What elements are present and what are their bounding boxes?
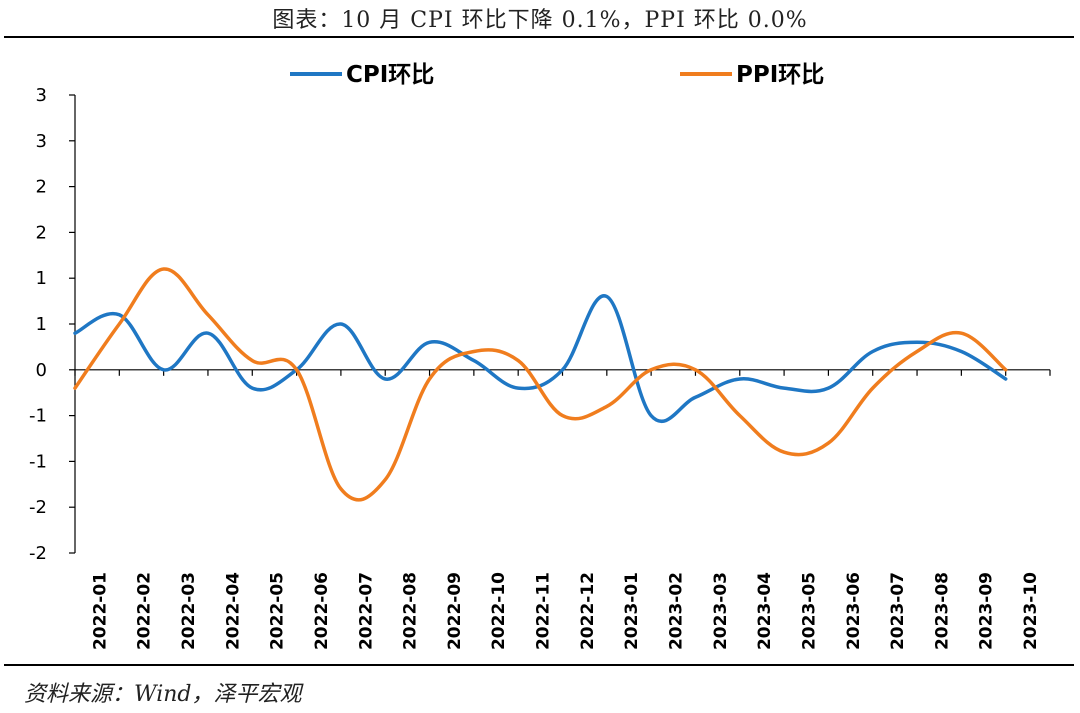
x-tick-label: 2022-06 — [312, 572, 332, 650]
y-tick-label: 0 — [36, 360, 47, 381]
x-tick-label: 2023-04 — [755, 572, 775, 650]
x-tick-label: 2022-02 — [135, 572, 155, 650]
x-tick-label: 2022-09 — [445, 572, 465, 650]
x-tick-label: 2022-12 — [578, 572, 598, 650]
y-tick-label: 3 — [36, 85, 47, 106]
y-tick-label: 2 — [36, 177, 47, 198]
bottom-rule — [4, 664, 1074, 666]
y-tick-label: 1 — [36, 314, 47, 335]
y-tick-label: 2 — [36, 222, 47, 243]
x-tick-label: 2023-10 — [1021, 572, 1041, 650]
x-tick-label: 2023-01 — [622, 572, 642, 650]
y-tick-label: -2 — [29, 543, 47, 564]
x-tick-label: 2023-03 — [711, 572, 731, 650]
x-tick-label: 2022-10 — [489, 572, 509, 650]
y-tick-label: -2 — [29, 497, 47, 518]
x-tick-label: 2022-11 — [534, 572, 554, 650]
x-tick-label: 2023-08 — [932, 572, 952, 650]
x-tick-label: 2023-02 — [667, 572, 687, 650]
x-tick-label: 2022-05 — [268, 572, 288, 650]
x-tick-label: 2023-07 — [888, 572, 908, 650]
series-layer — [73, 267, 1008, 502]
axes: 3 3 2 2 1 1 0 -1 -1 -2 -2 2022-01 2022-02 2022-03 2022… — [29, 85, 1051, 650]
series-line-1 — [73, 267, 1008, 502]
x-tick-label: 2022-08 — [401, 572, 421, 650]
y-tick-label: 3 — [36, 131, 47, 152]
legend: CPI环比 PPI环比 — [290, 62, 824, 88]
x-tick-label: 2022-07 — [356, 572, 376, 650]
chart-title: 图表：10 月 CPI 环比下降 0.1%，PPI 环比 0.0% — [272, 8, 808, 33]
y-tick-label: -1 — [29, 451, 47, 472]
x-tick-label: 2023-09 — [977, 572, 997, 650]
x-tick-label: 2023-05 — [799, 572, 819, 650]
y-tick-label: -1 — [29, 406, 47, 427]
line-chart: CPI环比 PPI环比 3 3 2 2 1 1 0 -1 -1 -2 -2 2022-01 2022-02… — [29, 62, 1051, 650]
legend-label-1: PPI环比 — [736, 62, 824, 88]
y-tick-label: 1 — [36, 268, 47, 289]
x-tick-label: 2022-01 — [90, 572, 110, 650]
series-line-0 — [73, 294, 1008, 424]
legend-label-0: CPI环比 — [346, 62, 434, 88]
x-tick-label: 2023-06 — [844, 572, 864, 650]
source-note: 资料来源：Wind，泽平宏观 — [24, 682, 302, 707]
x-tick-label: 2022-04 — [223, 572, 243, 650]
top-rule — [4, 36, 1074, 38]
x-tick-label: 2022-03 — [179, 572, 199, 650]
